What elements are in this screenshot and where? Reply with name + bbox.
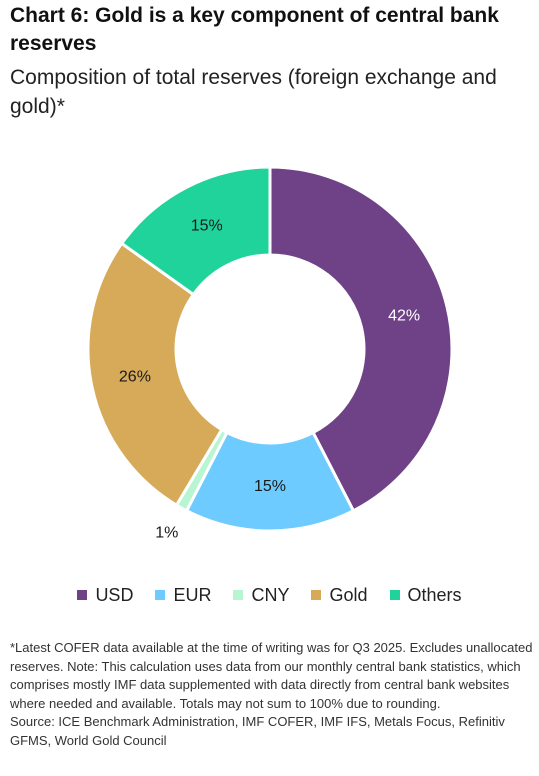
legend-item-eur: EUR [155,585,211,606]
chart-title: Chart 6: Gold is a key component of cent… [10,4,499,55]
donut-slice-gold [86,241,224,508]
donut-label-usd: 42% [388,308,420,325]
legend-swatch-gold [311,590,322,600]
donut-label-others: 15% [191,218,223,235]
chart-subtitle: Composition of total reserves (foreign e… [10,66,497,118]
footnote: *Latest COFER data available at the time… [10,639,534,750]
donut-chart: 42% 15% 1% 26% 15% [86,165,454,542]
legend-item-usd: USD [77,585,133,606]
legend-label-eur: EUR [173,584,212,605]
legend-label-gold: Gold [329,584,368,605]
footnote-note: *Latest COFER data available at the time… [10,640,533,711]
legend-swatch-others [389,590,400,600]
donut-slice-usd [268,165,454,513]
donut-label-eur: 15% [254,478,286,495]
legend-swatch-cny [233,590,244,600]
legend-label-others: Others [407,584,462,605]
chart-legend: USD EUR CNY Gold Others [0,583,539,607]
legend-item-cny: CNY [233,585,289,606]
footnote-source: Source: ICE Benchmark Administration, IM… [10,714,505,748]
donut-label-gold: 26% [119,368,151,385]
legend-swatch-usd [77,590,88,600]
donut-slices [86,165,454,533]
legend-swatch-eur [155,590,166,600]
legend-item-gold: Gold [311,584,368,606]
donut-label-cny: 1% [155,524,178,541]
legend-label-cny: CNY [251,584,290,605]
legend-item-others: Others [389,584,462,606]
donut-labels: 42% 15% 1% 26% 15% [119,218,420,542]
legend-label-usd: USD [95,584,134,605]
donut-slice-others [119,165,272,297]
